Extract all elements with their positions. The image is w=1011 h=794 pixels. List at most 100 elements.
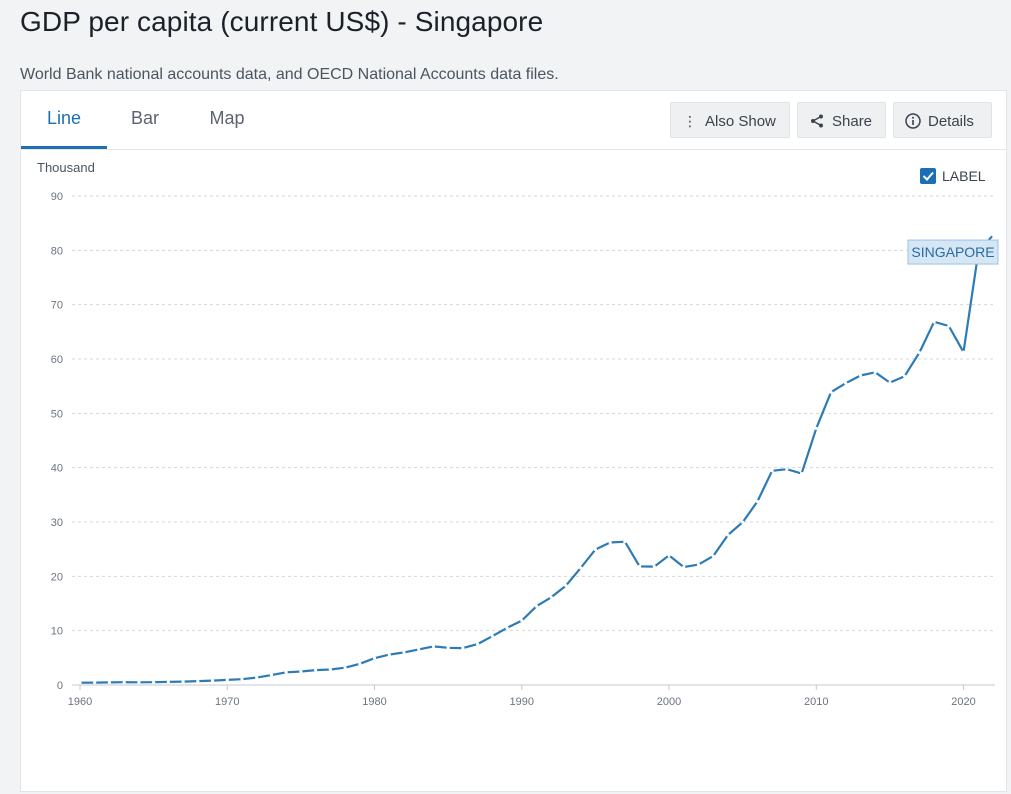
data-point[interactable] [785,467,789,471]
chart-panel: Line Bar Map ⋮ Also Show Share [20,90,1007,792]
data-point[interactable] [593,547,598,552]
data-point[interactable] [284,670,288,674]
share-label: Share [832,113,873,130]
data-point[interactable] [461,646,465,650]
chart-area: 0 10 20 30 40 50 60 70 80 90 1960 1970 1980 1990 2000… [21,149,1006,789]
data-point[interactable] [991,233,995,237]
data-point[interactable] [534,604,539,608]
data-point[interactable] [799,471,804,476]
data-point[interactable] [961,350,966,354]
data-point[interactable] [505,626,509,630]
label-toggle[interactable]: LABEL [920,168,986,184]
data-point[interactable] [475,642,480,646]
page-title: GDP per capita (current US$) - Singapore [20,6,544,37]
data-point[interactable] [255,676,259,680]
data-point[interactable] [122,680,126,684]
data-point[interactable] [726,533,730,537]
x-tick-label: 1970 [215,696,239,708]
data-point[interactable] [829,390,833,394]
data-point[interactable] [328,667,332,672]
data-point[interactable] [78,681,82,685]
data-point[interactable] [579,566,583,570]
data-point[interactable] [623,540,627,544]
tab-map[interactable]: Map [209,108,245,128]
data-point[interactable] [225,678,229,682]
also-show-label: Also Show [705,113,776,130]
data-point[interactable] [637,564,642,568]
data-point[interactable] [770,469,774,473]
data-point[interactable] [696,562,701,567]
details-label: Details [928,113,974,130]
x-tick-label: 2020 [951,696,975,708]
data-point[interactable] [932,320,936,324]
y-tick-label: 60 [51,354,63,366]
data-point[interactable] [181,679,185,684]
series-line [79,234,994,684]
data-point[interactable] [844,381,848,385]
data-point[interactable] [166,680,170,684]
data-point[interactable] [446,646,450,650]
data-point[interactable] [343,666,347,670]
data-point[interactable] [947,324,951,328]
data-point[interactable] [903,374,907,378]
label-checkbox[interactable] [920,168,936,184]
data-point[interactable] [549,595,553,599]
data-point[interactable] [372,656,377,660]
data-point[interactable] [240,677,244,681]
data-point[interactable] [755,499,759,504]
y-tick-label: 80 [51,245,63,257]
data-point[interactable] [431,644,436,648]
x-axis-ticks: 1960 1970 1980 1990 2000 2010 2020 [68,685,976,708]
data-point[interactable] [490,634,494,638]
data-point[interactable] [682,565,686,569]
data-point[interactable] [608,540,612,545]
y-tick-label: 20 [51,571,63,583]
y-tick-label: 70 [51,300,63,312]
x-tick-label: 2000 [657,696,681,708]
data-point[interactable] [196,679,200,683]
also-show-button[interactable]: ⋮ Also Show [670,102,790,138]
data-point[interactable] [152,680,156,684]
data-point[interactable] [299,669,303,674]
data-point[interactable] [107,680,112,685]
label-toggle-text: LABEL [942,168,986,184]
line-chart: 0 10 20 30 40 50 60 70 80 90 1960 1970 1980 1990 2000… [37,160,999,708]
data-point[interactable] [814,426,818,430]
share-icon [808,103,826,139]
tab-line[interactable]: Line [21,91,107,149]
share-button[interactable]: Share [797,102,886,138]
view-tabs: Line Bar Map ⋮ Also Show Share [21,91,1006,150]
data-point[interactable] [711,554,715,558]
y-tick-label: 40 [51,463,63,475]
data-point[interactable] [93,680,97,685]
data-point[interactable] [667,553,671,558]
page-subtitle: World Bank national accounts data, and O… [20,66,559,83]
data-point[interactable] [269,673,274,677]
data-point[interactable] [917,350,921,355]
data-point[interactable] [858,373,863,378]
y-tick-label: 0 [57,680,63,692]
data-point[interactable] [387,652,391,657]
data-point[interactable] [873,370,877,374]
data-point[interactable] [520,618,524,623]
data-point[interactable] [888,381,892,385]
y-tick-label: 10 [51,626,63,638]
data-point[interactable] [210,678,215,683]
more-vertical-icon: ⋮ [683,113,697,129]
data-point[interactable] [137,680,141,684]
info-icon [904,103,922,139]
tab-bar[interactable]: Bar [130,108,159,128]
data-point[interactable] [402,650,406,654]
data-point[interactable] [564,583,568,588]
data-point[interactable] [652,564,656,569]
y-axis-ticks: 0 10 20 30 40 50 60 70 80 90 [51,191,63,692]
data-point[interactable] [314,668,318,672]
x-tick-label: 1990 [510,696,534,708]
y-tick-label: 30 [51,517,63,529]
data-point[interactable] [417,647,421,652]
details-button[interactable]: Details [893,102,992,138]
x-tick-label: 2010 [804,696,828,708]
data-point[interactable] [358,662,362,666]
data-point[interactable] [741,520,745,524]
x-tick-label: 1960 [68,696,92,708]
